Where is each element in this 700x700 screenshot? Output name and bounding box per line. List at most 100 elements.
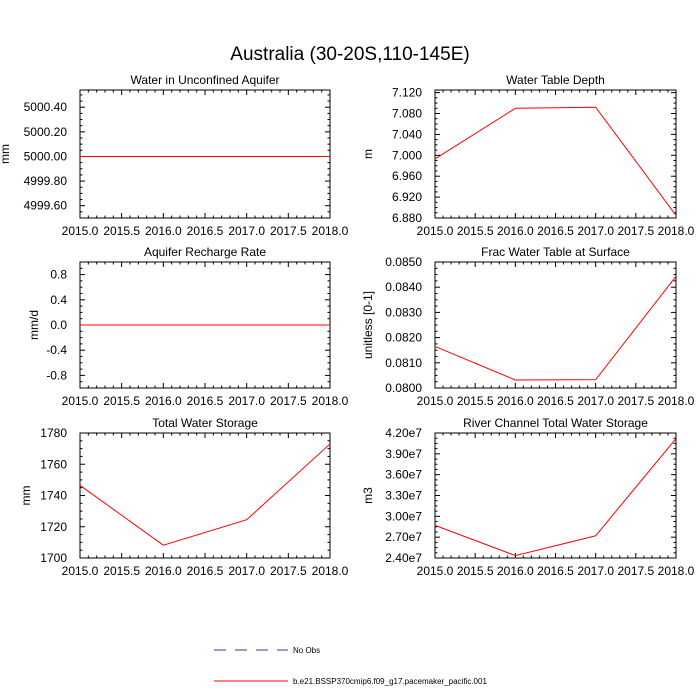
y-tick-label: 7.120 xyxy=(392,86,422,100)
panel-title: Total Water Storage xyxy=(152,416,258,430)
x-tick-label: 2016.0 xyxy=(145,224,182,238)
y-tick-label: 0.0820 xyxy=(385,331,422,345)
x-tick-label: 2016.5 xyxy=(187,394,224,408)
y-tick-label: 5000.20 xyxy=(24,125,68,139)
y-tick-label: 4999.60 xyxy=(24,199,68,213)
x-tick-label: 2015.5 xyxy=(457,394,494,408)
x-tick-label: 2016.0 xyxy=(497,394,534,408)
x-tick-label: 2017.0 xyxy=(577,224,614,238)
panel-title: River Channel Total Water Storage xyxy=(463,416,648,430)
y-tick-label: -0.8 xyxy=(46,368,67,382)
x-tick-label: 2016.0 xyxy=(497,224,534,238)
x-tick-label: 2018.0 xyxy=(658,564,695,578)
x-tick-label: 2015.5 xyxy=(103,564,140,578)
x-tick-label: 2017.5 xyxy=(270,564,307,578)
x-tick-label: 2018.0 xyxy=(658,224,695,238)
y-axis-label: unitless [0-1] xyxy=(361,291,375,359)
plot-frame xyxy=(79,89,331,219)
x-tick-label: 2017.5 xyxy=(270,394,307,408)
x-tick-label: 2015.0 xyxy=(417,224,454,238)
y-tick-label: 0.0830 xyxy=(385,305,422,319)
x-tick-label: 2017.5 xyxy=(617,224,654,238)
x-tick-label: 2015.0 xyxy=(417,564,454,578)
x-tick-label: 2016.0 xyxy=(145,564,182,578)
x-tick-label: 2015.5 xyxy=(457,564,494,578)
y-tick-label: 7.000 xyxy=(392,148,422,162)
plot-frame xyxy=(434,261,677,389)
x-tick-label: 2018.0 xyxy=(312,564,349,578)
y-tick-label: 4.20e7 xyxy=(385,426,422,440)
panel-4: Frac Water Table at Surface unitless [0-1… xyxy=(361,245,695,408)
x-tick-label: 2016.5 xyxy=(187,564,224,578)
x-tick-label: 2017.0 xyxy=(228,564,265,578)
x-tick-label: 2017.0 xyxy=(228,224,265,238)
figure-title: Australia (30-20S,110-145E) xyxy=(230,44,469,65)
panel-2: Water Table Depth m 2015.0 2015.5 2016.0 2016… xyxy=(361,73,695,238)
y-tick-label: 2.40e7 xyxy=(385,551,422,565)
y-tick-label: 1700 xyxy=(40,551,67,565)
x-tick-label: 2016.5 xyxy=(537,224,574,238)
y-tick-label: 5000.00 xyxy=(24,149,68,163)
y-tick-label: 1780 xyxy=(40,426,67,440)
series-line xyxy=(434,276,677,381)
y-tick-label: 6.960 xyxy=(392,169,422,183)
x-tick-label: 2015.0 xyxy=(62,224,99,238)
x-tick-label: 2017.0 xyxy=(577,394,614,408)
panel-title: Frac Water Table at Surface xyxy=(481,245,630,259)
y-tick-label: 3.00e7 xyxy=(385,509,422,523)
panel-3: Aquifer Recharge Rate mm/d 2015.0 2015.5 201… xyxy=(27,245,349,408)
x-tick-label: 2016.0 xyxy=(145,394,182,408)
y-tick-label: 1720 xyxy=(40,520,67,534)
x-tick-label: 2015.0 xyxy=(62,394,99,408)
y-tick-label: 2.70e7 xyxy=(385,530,422,544)
plot-frame xyxy=(434,89,677,219)
panel-title: Water Table Depth xyxy=(506,73,605,87)
x-tick-label: 2018.0 xyxy=(658,394,695,408)
x-tick-label: 2018.0 xyxy=(312,224,349,238)
y-tick-label: 3.60e7 xyxy=(385,468,422,482)
y-tick-label: 1740 xyxy=(40,489,67,503)
x-tick-label: 2015.5 xyxy=(457,224,494,238)
x-tick-label: 2015.0 xyxy=(62,564,99,578)
panel-5: Total Water Storage mm 2015.0 2015.5 2016.0 2… xyxy=(19,416,349,578)
x-tick-label: 2017.5 xyxy=(270,224,307,238)
y-tick-label: 6.880 xyxy=(392,211,422,225)
y-axis-label: mm/d xyxy=(27,310,41,340)
y-axis-label: m3 xyxy=(361,487,375,504)
series-line xyxy=(434,106,677,216)
x-tick-label: 2017.5 xyxy=(617,564,654,578)
y-tick-label: 7.040 xyxy=(392,127,422,141)
x-tick-label: 2015.5 xyxy=(103,224,140,238)
y-tick-label: 7.080 xyxy=(392,107,422,121)
y-tick-label: 3.30e7 xyxy=(385,489,422,503)
series-line xyxy=(79,443,331,546)
y-tick-label: 0.0840 xyxy=(385,280,422,294)
y-tick-label: 3.90e7 xyxy=(385,447,422,461)
legend-label-no-obs: No Obs xyxy=(293,646,320,655)
panel-6: River Channel Total Water Storage m3 2015.… xyxy=(361,416,695,578)
x-tick-label: 2017.0 xyxy=(228,394,265,408)
y-tick-label: 4999.80 xyxy=(24,174,68,188)
x-tick-label: 2015.5 xyxy=(103,394,140,408)
y-tick-label: -0.4 xyxy=(46,343,67,357)
y-tick-label: 0.4 xyxy=(50,293,67,307)
panel-title: Aquifer Recharge Rate xyxy=(144,245,266,259)
x-tick-label: 2016.0 xyxy=(497,564,534,578)
y-tick-label: 0.0850 xyxy=(385,255,422,269)
panel-1: Water in Unconfined Aquifer mm 2015.0 2015.… xyxy=(0,73,349,238)
legend: No Obs b.e21.BSSP370cmip6.f09_g17.pacema… xyxy=(214,646,487,686)
y-tick-label: 1760 xyxy=(40,457,67,471)
y-tick-label: 6.920 xyxy=(392,190,422,204)
x-tick-label: 2017.5 xyxy=(617,394,654,408)
plot-frame xyxy=(79,432,331,559)
x-tick-label: 2015.0 xyxy=(417,394,454,408)
panel-title: Water in Unconfined Aquifer xyxy=(131,73,280,87)
x-tick-label: 2016.5 xyxy=(537,394,574,408)
x-tick-label: 2016.5 xyxy=(187,224,224,238)
y-tick-label: 0.8 xyxy=(50,268,67,282)
y-axis-label: mm xyxy=(0,144,12,164)
x-tick-label: 2016.5 xyxy=(537,564,574,578)
legend-label-run: b.e21.BSSP370cmip6.f09_g17.pacemaker_pac… xyxy=(293,677,487,686)
